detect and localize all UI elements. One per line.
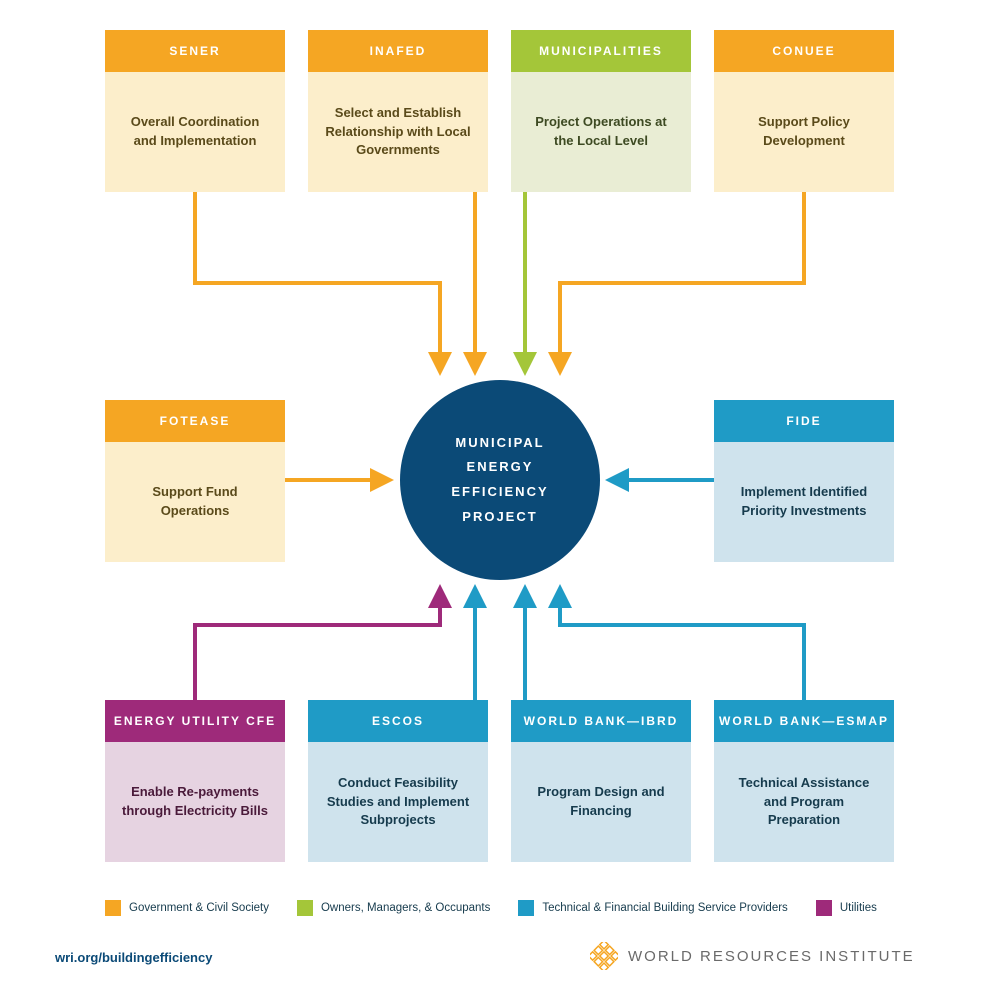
box-header: ESCOS <box>308 700 488 742</box>
diagram-canvas: MUNICIPALENERGYEFFICIENCYPROJECT SENEROv… <box>0 0 1000 983</box>
legend-label: Technical & Financial Building Service P… <box>542 902 787 914</box>
legend: Government & Civil Society Owners, Manage… <box>105 900 877 916</box>
box-body: Project Operations at the Local Level <box>511 72 691 192</box>
box-header: ENERGY UTILITY CFE <box>105 700 285 742</box>
box-body: Support Policy Development <box>714 72 894 192</box>
box-header: INAFED <box>308 30 488 72</box>
box-body: Conduct Feasibility Studies and Implemen… <box>308 742 488 862</box>
box-conuee: CONUEESupport Policy Development <box>714 30 894 192</box>
center-circle: MUNICIPALENERGYEFFICIENCYPROJECT <box>400 380 600 580</box>
box-header: FOTEASE <box>105 400 285 442</box>
box-inafed: INAFEDSelect and Establish Relationship … <box>308 30 488 192</box>
box-header: CONUEE <box>714 30 894 72</box>
box-escos: ESCOSConduct Feasibility Studies and Imp… <box>308 700 488 862</box>
box-header: FIDE <box>714 400 894 442</box>
center-label: MUNICIPALENERGYEFFICIENCYPROJECT <box>451 431 548 530</box>
box-body: Technical Assistance and Program Prepara… <box>714 742 894 862</box>
box-esmap: WORLD BANK—ESMAPTechnical Assistance and… <box>714 700 894 862</box>
box-header: WORLD BANK—ESMAP <box>714 700 894 742</box>
box-body: Support Fund Operations <box>105 442 285 562</box>
box-header: WORLD BANK—IBRD <box>511 700 691 742</box>
box-sener: SENEROverall Coordination and Implementa… <box>105 30 285 192</box>
box-municipalities: MUNICIPALITIESProject Operations at the … <box>511 30 691 192</box>
legend-swatch <box>297 900 313 916</box>
legend-swatch <box>518 900 534 916</box>
box-body: Program Design and Financing <box>511 742 691 862</box>
legend-item: Utilities <box>816 900 877 916</box>
esmap-arrow <box>560 590 804 700</box>
wri-label: WORLD RESOURCES INSTITUTE <box>628 948 915 965</box>
legend-item: Technical & Financial Building Service P… <box>518 900 787 916</box>
box-header: MUNICIPALITIES <box>511 30 691 72</box>
box-ibrd: WORLD BANK—IBRDProgram Design and Financ… <box>511 700 691 862</box>
box-cfe: ENERGY UTILITY CFEEnable Re-payments thr… <box>105 700 285 862</box>
legend-swatch <box>816 900 832 916</box>
box-body: Implement Identified Priority Investment… <box>714 442 894 562</box>
sener-arrow <box>195 192 440 370</box>
wri-icon <box>590 942 618 970</box>
box-body: Overall Coordination and Implementation <box>105 72 285 192</box>
legend-label: Government & Civil Society <box>129 902 269 914</box>
legend-label: Utilities <box>840 902 877 914</box>
legend-item: Government & Civil Society <box>105 900 269 916</box>
box-body: Enable Re-payments through Electricity B… <box>105 742 285 862</box>
legend-item: Owners, Managers, & Occupants <box>297 900 490 916</box>
box-header: SENER <box>105 30 285 72</box>
legend-label: Owners, Managers, & Occupants <box>321 902 490 914</box>
wri-logo: WORLD RESOURCES INSTITUTE <box>590 942 915 970</box>
box-fotease: FOTEASESupport Fund Operations <box>105 400 285 562</box>
legend-swatch <box>105 900 121 916</box>
conuee-arrow <box>560 192 804 370</box>
footer-link[interactable]: wri.org/buildingefficiency <box>55 950 212 965</box>
cfe-arrow <box>195 590 440 700</box>
box-body: Select and Establish Relationship with L… <box>308 72 488 192</box>
box-fide: FIDEImplement Identified Priority Invest… <box>714 400 894 562</box>
